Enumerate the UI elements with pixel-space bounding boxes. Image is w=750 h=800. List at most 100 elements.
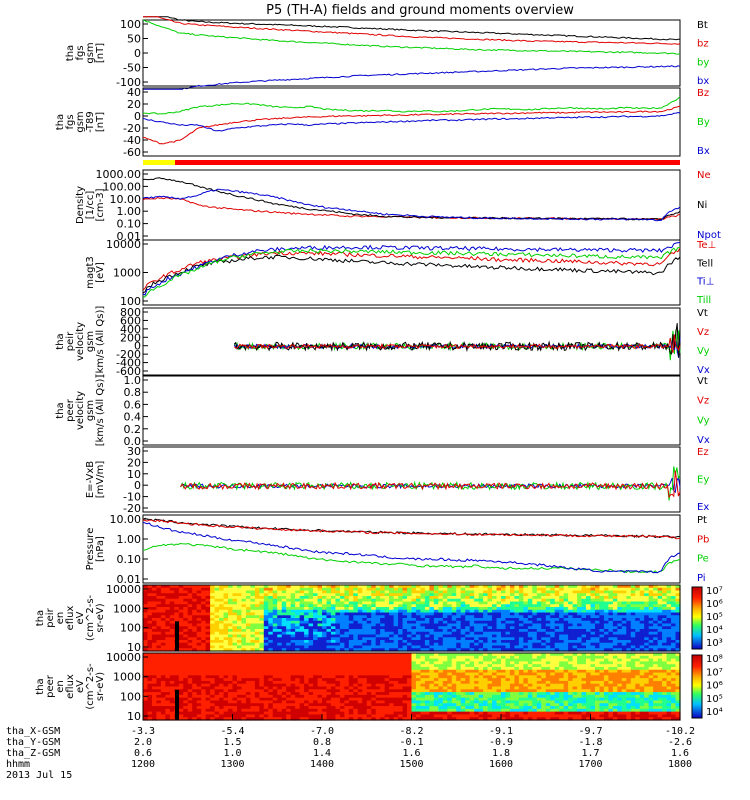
spectrogram-cell xyxy=(465,626,471,630)
spectrogram-cell xyxy=(326,692,332,696)
spectrogram-cell xyxy=(250,634,256,638)
spectrogram-cell xyxy=(456,604,462,608)
spectrogram-cell xyxy=(460,604,466,608)
spectrogram-cell xyxy=(550,607,556,611)
spectrogram-cell xyxy=(420,658,426,662)
spectrogram-cell xyxy=(384,626,390,630)
spectrogram-cell xyxy=(657,587,663,592)
spectrogram-cell xyxy=(635,607,641,611)
spectrogram-cell xyxy=(272,648,278,652)
y-tick-label: 0.8 xyxy=(124,386,142,399)
spectrogram-cell xyxy=(178,604,184,608)
spectrogram-cell xyxy=(326,640,332,644)
spectrogram-cell xyxy=(407,607,413,611)
spectrogram-cell xyxy=(187,620,193,625)
spectrogram-cell xyxy=(415,601,422,605)
spectrogram-cell xyxy=(541,607,547,611)
spectrogram-cell xyxy=(187,596,193,600)
spectrogram-cell xyxy=(635,648,641,652)
spectrogram-cell xyxy=(339,626,345,630)
spectrogram-cell xyxy=(295,703,301,707)
spectrogram-cell xyxy=(644,642,650,647)
series-by-line xyxy=(142,19,681,55)
spectrogram-cell xyxy=(322,590,328,594)
spectrogram-cell xyxy=(429,620,435,625)
spectrogram-cell xyxy=(219,686,225,690)
spectrogram-cell xyxy=(469,620,475,625)
spectrogram-cell xyxy=(380,623,386,627)
spectrogram-cell xyxy=(205,648,211,652)
y-tick-label: 0.01 xyxy=(117,230,142,243)
spectrogram-cell xyxy=(545,593,551,597)
spectrogram-cell xyxy=(366,623,372,627)
spectrogram-cell xyxy=(581,593,587,597)
spectrogram-cell xyxy=(174,590,180,594)
spectrogram-cell xyxy=(236,661,243,665)
spectrogram-cell xyxy=(550,640,556,644)
spectrogram-cell xyxy=(259,640,265,644)
spectrogram-cell xyxy=(451,598,457,603)
spectrogram-cell xyxy=(192,664,198,668)
spectrogram-cell xyxy=(254,703,260,707)
spectrogram-cell xyxy=(662,585,668,589)
spectrogram-cell xyxy=(478,692,484,696)
spectrogram-cell xyxy=(160,680,166,685)
spectrogram-cell xyxy=(263,629,269,633)
spectrogram-cell xyxy=(268,612,274,616)
spectrogram-cell xyxy=(335,669,341,674)
spectrogram-cell xyxy=(541,623,547,627)
spectrogram-cell xyxy=(411,587,417,592)
spectrogram-cell xyxy=(174,655,180,660)
spectrogram-cell xyxy=(263,618,269,622)
spectrogram-cell xyxy=(286,642,292,647)
spectrogram-cell xyxy=(317,653,323,657)
spectrogram-cell xyxy=(317,607,323,611)
spectrogram-cell xyxy=(241,706,247,710)
spectrogram-cell xyxy=(572,640,578,644)
spectrogram-cell xyxy=(223,598,229,603)
spectrogram-cell xyxy=(201,706,207,710)
spectrogram-cell xyxy=(232,708,238,713)
spectrogram-cell xyxy=(447,620,453,625)
spectrogram-cell xyxy=(671,604,677,608)
spectrogram-cell xyxy=(447,658,453,662)
spectrogram-cell xyxy=(254,637,260,641)
spectrogram-cell xyxy=(236,653,243,657)
spectrogram-cell xyxy=(389,620,395,625)
spectrogram-cell xyxy=(594,618,601,622)
spectrogram-cell xyxy=(375,645,381,649)
spectrogram-cell xyxy=(635,623,641,627)
spectrogram-cell xyxy=(550,596,556,600)
spectrogram-cell xyxy=(442,618,448,622)
spectrogram-cell xyxy=(183,680,189,685)
spectrogram-cell xyxy=(362,664,368,668)
spectrogram-cell xyxy=(357,593,363,597)
spectrogram-cell xyxy=(420,697,426,702)
spectrogram-cell xyxy=(523,593,529,597)
spectrogram-cell xyxy=(330,609,337,614)
spectrogram-cell xyxy=(505,637,511,641)
spectrogram-cell xyxy=(424,590,430,594)
spectrogram-cell xyxy=(411,640,417,644)
spectrogram-cell xyxy=(143,664,149,668)
spectrogram-cell xyxy=(657,596,663,600)
spectrogram-cell xyxy=(617,620,623,625)
spectrogram-cell xyxy=(554,631,560,636)
spectrogram-cell xyxy=(366,703,372,707)
spectrogram-cell xyxy=(187,618,193,622)
spectrogram-cell xyxy=(304,675,310,679)
spectrogram-cell xyxy=(174,653,180,657)
spectrogram-cell xyxy=(339,689,345,693)
spectrogram-cell xyxy=(371,618,377,622)
spectrogram-cell xyxy=(281,642,287,647)
spectrogram-cell xyxy=(317,700,323,704)
spectrogram-cell xyxy=(483,658,489,662)
spectrogram-cell xyxy=(474,703,480,707)
spectrogram-cell xyxy=(541,642,547,647)
spectrogram-cell xyxy=(223,585,229,589)
spectrogram-cell xyxy=(143,634,149,638)
spectrogram-cell xyxy=(420,615,426,619)
spectrogram-cell xyxy=(608,585,614,589)
spectrogram-cell xyxy=(581,629,587,633)
